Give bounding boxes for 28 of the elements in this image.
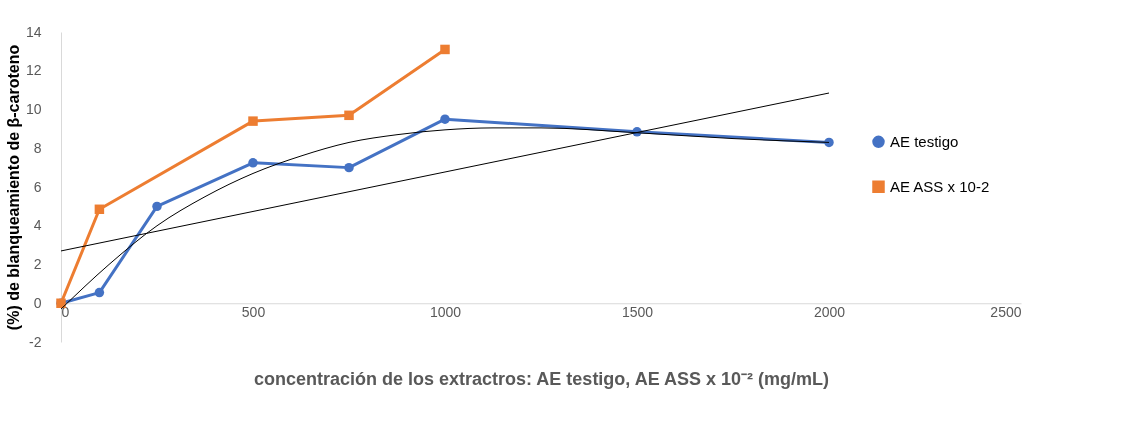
x-tick-label: 0: [61, 303, 70, 320]
point: [94, 204, 105, 215]
y-tick-label: 14: [25, 23, 42, 40]
y-tick-label: 6: [33, 178, 42, 195]
y-tick-label: 10: [25, 101, 42, 117]
y-tick-label: 4: [33, 217, 42, 234]
y-tick-label: -2: [29, 333, 42, 350]
x-tick-label: 1500: [621, 303, 654, 320]
x-tick-label: 2000: [813, 303, 846, 320]
y-tick-label: 8: [33, 139, 42, 156]
x-tick-label: 1000: [429, 303, 462, 320]
y-tick-label: 2: [33, 256, 42, 272]
point: [152, 201, 162, 212]
x-tick-label: 2500: [990, 303, 1022, 320]
point: [344, 110, 354, 121]
point: [248, 158, 258, 168]
x-tick-label: 500: [241, 303, 266, 320]
point: [248, 116, 258, 126]
y-axis-title: (%) de blanqueamiento de β-caroteno: [4, 44, 22, 331]
legend-label: AE testigo: [890, 132, 959, 150]
y-tick-label: 12: [25, 62, 42, 79]
point: [440, 44, 450, 55]
x-axis-title: concentración de los extractros: AE testigo, AE ASS x 10⁻² (mg/mL): [253, 368, 830, 389]
point: [344, 162, 354, 173]
point: [440, 114, 450, 124]
legend-label: AE ASS x 10-2: [890, 177, 990, 195]
point: [94, 287, 105, 298]
point: [824, 137, 834, 148]
